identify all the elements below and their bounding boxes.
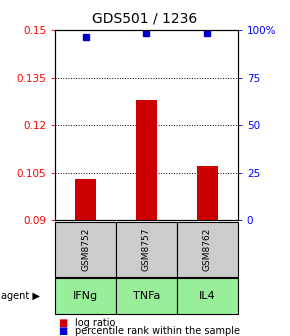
Text: IFNg: IFNg	[73, 291, 98, 301]
Text: IL4: IL4	[199, 291, 216, 301]
Text: GSM8752: GSM8752	[81, 228, 90, 271]
Text: ■: ■	[58, 326, 67, 336]
Bar	[136, 100, 157, 220]
Text: GSM8757: GSM8757	[142, 228, 151, 271]
Bar	[75, 179, 96, 220]
Text: TNFa: TNFa	[133, 291, 160, 301]
Text: agent ▶: agent ▶	[1, 291, 40, 301]
Text: ■: ■	[58, 318, 67, 328]
Text: GDS501 / 1236: GDS501 / 1236	[93, 12, 197, 26]
Bar	[197, 166, 218, 220]
Text: log ratio: log ratio	[75, 318, 116, 328]
Text: GSM8762: GSM8762	[203, 228, 212, 271]
Text: percentile rank within the sample: percentile rank within the sample	[75, 326, 240, 336]
